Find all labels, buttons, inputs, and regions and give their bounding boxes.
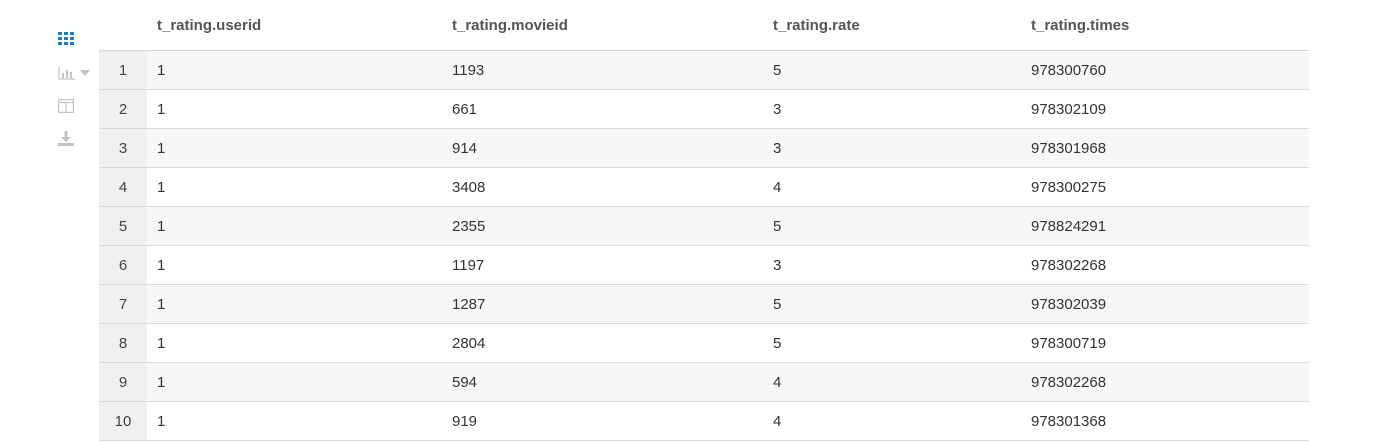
userid-cell: 1 <box>147 128 442 168</box>
row-number: 6 <box>99 245 147 285</box>
column-header[interactable]: t_rating.times <box>1021 0 1309 51</box>
times-cell: 978300719 <box>1021 323 1309 363</box>
times-cell: 978824291 <box>1021 206 1309 246</box>
userid-cell: 1 <box>147 323 442 363</box>
table-row[interactable]: 10 1 919 4 978301368 <box>99 401 1309 441</box>
row-number: 9 <box>99 362 147 402</box>
table-row[interactable]: 5 1 2355 5 978824291 <box>99 206 1309 246</box>
rate-cell: 3 <box>763 128 1021 168</box>
movieid-cell: 2804 <box>442 323 763 363</box>
rate-cell: 4 <box>763 362 1021 402</box>
times-cell: 978302109 <box>1021 89 1309 129</box>
results-table: t_rating.userid t_rating.movieid t_ratin… <box>99 0 1309 441</box>
times-cell: 978301368 <box>1021 401 1309 441</box>
row-number: 2 <box>99 89 147 129</box>
download-icon <box>58 131 74 147</box>
rate-cell: 5 <box>763 284 1021 324</box>
movieid-cell: 1193 <box>442 50 763 90</box>
times-cell: 978302268 <box>1021 245 1309 285</box>
movieid-cell: 1287 <box>442 284 763 324</box>
rate-cell: 3 <box>763 245 1021 285</box>
columns-button[interactable] <box>58 99 74 113</box>
movieid-cell: 914 <box>442 128 763 168</box>
rate-cell: 4 <box>763 167 1021 207</box>
userid-cell: 1 <box>147 245 442 285</box>
rate-cell: 5 <box>763 323 1021 363</box>
row-number-header <box>99 0 147 51</box>
rate-cell: 4 <box>763 401 1021 441</box>
results-table-container: t_rating.userid t_rating.movieid t_ratin… <box>99 0 1309 441</box>
userid-cell: 1 <box>147 206 442 246</box>
movieid-cell: 594 <box>442 362 763 402</box>
rate-cell: 5 <box>763 206 1021 246</box>
column-header[interactable]: t_rating.rate <box>763 0 1021 51</box>
movieid-cell: 661 <box>442 89 763 129</box>
times-cell: 978300275 <box>1021 167 1309 207</box>
table-row[interactable]: 6 1 1197 3 978302268 <box>99 245 1309 285</box>
movieid-cell: 2355 <box>442 206 763 246</box>
userid-cell: 1 <box>147 167 442 207</box>
row-number: 1 <box>99 50 147 90</box>
movieid-cell: 919 <box>442 401 763 441</box>
table-row[interactable]: 8 1 2804 5 978300719 <box>99 323 1309 363</box>
userid-cell: 1 <box>147 362 442 402</box>
times-cell: 978301968 <box>1021 128 1309 168</box>
row-number: 10 <box>99 401 147 441</box>
row-number: 5 <box>99 206 147 246</box>
column-header[interactable]: t_rating.movieid <box>442 0 763 51</box>
column-header[interactable]: t_rating.userid <box>147 0 442 51</box>
rate-cell: 5 <box>763 50 1021 90</box>
row-number: 7 <box>99 284 147 324</box>
times-cell: 978302268 <box>1021 362 1309 402</box>
userid-cell: 1 <box>147 50 442 90</box>
movieid-cell: 1197 <box>442 245 763 285</box>
row-number: 4 <box>99 167 147 207</box>
chevron-down-icon <box>80 70 90 76</box>
table-row[interactable]: 7 1 1287 5 978302039 <box>99 284 1309 324</box>
table-row[interactable]: 9 1 594 4 978302268 <box>99 362 1309 402</box>
userid-cell: 1 <box>147 401 442 441</box>
movieid-cell: 3408 <box>442 167 763 207</box>
bar-chart-icon <box>58 66 76 80</box>
rate-cell: 3 <box>763 89 1021 129</box>
row-number: 8 <box>99 323 147 363</box>
table-row[interactable]: 4 1 3408 4 978300275 <box>99 167 1309 207</box>
download-button[interactable] <box>58 131 74 147</box>
header-row: t_rating.userid t_rating.movieid t_ratin… <box>99 0 1309 51</box>
grid-icon <box>58 32 74 46</box>
times-cell: 978300760 <box>1021 50 1309 90</box>
table-row[interactable]: 2 1 661 3 978302109 <box>99 89 1309 129</box>
columns-icon <box>58 99 74 113</box>
table-row[interactable]: 3 1 914 3 978301968 <box>99 128 1309 168</box>
chart-view-button[interactable] <box>58 66 90 80</box>
times-cell: 978302039 <box>1021 284 1309 324</box>
grid-view-button[interactable] <box>58 32 74 46</box>
userid-cell: 1 <box>147 284 442 324</box>
row-number: 3 <box>99 128 147 168</box>
userid-cell: 1 <box>147 89 442 129</box>
table-row[interactable]: 1 1 1193 5 978300760 <box>99 50 1309 90</box>
